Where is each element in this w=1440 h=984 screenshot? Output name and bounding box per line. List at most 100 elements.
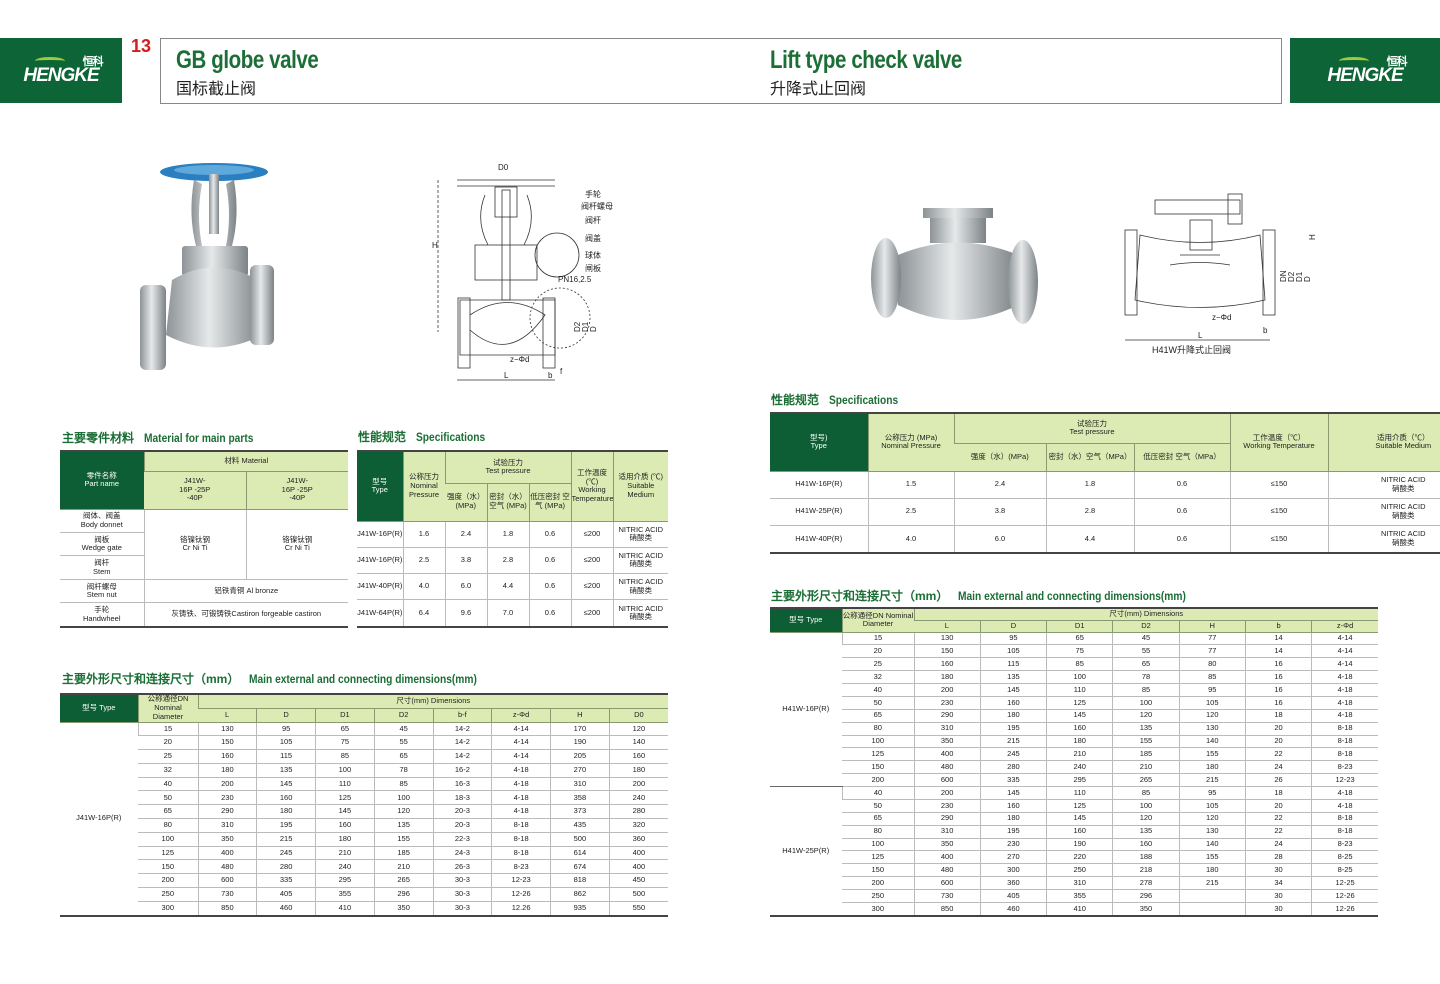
globe-valve-photo [140, 163, 274, 370]
dim-cell: 360 [979, 876, 1047, 890]
svg-text:D0: D0 [498, 163, 509, 172]
dim-cell: 400 [197, 846, 257, 861]
spec-cell: 1.8 [1045, 471, 1134, 499]
table-row: 40 200 145 110 85 16-3 4-18 310 200 [60, 777, 668, 792]
table-row: 200 600 335 295 265 215 26 12-23 [770, 773, 1378, 787]
svg-text:D1: D1 [581, 321, 590, 332]
dim-cell: 50 [842, 799, 914, 813]
title-box [160, 38, 1282, 104]
col-low-seal: 低压密封 空气 (MPa) [528, 483, 571, 522]
dim-cell: 200 [138, 873, 198, 889]
dim-cell: 16-2 [432, 763, 492, 778]
table-row: 20 150 105 75 55 77 14 4-14 [770, 644, 1378, 659]
table-row: 125 400 270 220 188 155 28 8-25 [770, 850, 1378, 865]
dim-cell: 200 [842, 773, 914, 787]
part-row: 阀杆 Stem [60, 555, 144, 580]
page-number-left: 13 [131, 36, 152, 56]
dim-cell: 310 [913, 722, 981, 736]
dim-cell: 100 [373, 790, 433, 806]
table-row: H41W-16P(R) 15 130 95 65 45 77 14 4-14 [770, 632, 1378, 787]
dim-cell: 100 [1112, 696, 1180, 710]
dim-cell: 8-18 [491, 818, 551, 833]
spec-medium: NITRIC ACID 硝酸类 [612, 547, 668, 575]
col-2: D1 [1046, 620, 1113, 633]
dim-cell: 240 [315, 859, 375, 875]
dim-cell: 77 [1178, 644, 1246, 659]
dim-cell: 8-18 [491, 832, 551, 847]
dim-cell: 8-23 [1311, 760, 1378, 775]
dim-cell: 12-23 [1311, 773, 1378, 787]
dim-cell: 130 [197, 722, 257, 737]
spec-cell: ≤150 [1229, 525, 1328, 554]
dim-cell: 4-18 [1311, 670, 1378, 684]
dim-cell: 180 [979, 709, 1047, 723]
table-row: 250 730 405 355 296 30 12-26 [770, 889, 1378, 903]
dim-cell: 188 [1112, 850, 1180, 865]
col-medium: 适用介质 (℃) Suitable Medium [612, 451, 668, 522]
dim-cell: 20 [1244, 722, 1312, 736]
dim-cell: 100 [315, 763, 375, 778]
dim-cell: 22 [1244, 812, 1312, 826]
dim-cell: 350 [913, 735, 981, 749]
table-row: 100 350 215 180 155 22-3 8-18 500 360 [60, 832, 668, 847]
dim-cell: 14-2 [432, 722, 492, 737]
svg-text:阀杆: 阀杆 [585, 215, 601, 225]
dim-cell: 460 [256, 901, 316, 917]
dim-cell: 14 [1244, 632, 1312, 646]
dim-cell: 355 [315, 887, 375, 902]
dim-cell: 115 [979, 657, 1047, 672]
dim-cell: 730 [197, 887, 257, 902]
svg-text:球体: 球体 [585, 250, 601, 260]
dim-cell: 20 [138, 735, 198, 751]
dim-cell: 155 [1178, 850, 1246, 865]
right-specs-table: 型号) Type 公称压力 (MPa) Nominal Pressure 试验压力 T… [770, 412, 1440, 554]
dim-cell: 75 [315, 735, 375, 751]
dim-cell: 30 [1244, 889, 1312, 903]
dim-cell: 135 [1112, 722, 1180, 736]
dim-cell: 30 [1244, 863, 1312, 878]
dim-cell: 15 [137, 722, 198, 737]
dim-cell: 218 [1112, 863, 1180, 878]
svg-text:DN: DN [1279, 270, 1288, 282]
dim-cell: 210 [1112, 760, 1180, 775]
dim-cell: 935 [550, 901, 610, 917]
table-row: 25 160 115 85 65 14-2 4-14 205 160 [60, 749, 668, 764]
left-dims-heading: 主要外形尺寸和连接尺寸（mm） Main external and connect… [62, 672, 478, 686]
material-cell: 铬镍钛钢 Cr Ni Ti [143, 509, 246, 580]
col-type: 型号 Type [357, 451, 403, 522]
dim-cell: 350 [197, 832, 257, 847]
spec-cell: 3.8 [953, 498, 1046, 526]
table-row: 32 180 135 100 78 16-2 4-18 270 180 [60, 763, 668, 778]
spec-cell: 6.0 [953, 525, 1046, 554]
spec-medium: NITRIC ACID 硝酸类 [612, 573, 668, 601]
spec-cell: J41W-16P(R) [357, 521, 403, 548]
dim-cell: 180 [1046, 735, 1113, 749]
dim-cell: 300 [842, 902, 914, 917]
dim-cell: 135 [979, 670, 1047, 684]
col-4: H [1178, 620, 1246, 633]
table-row: 300 850 460 410 350 30 12-26 [770, 902, 1378, 917]
spec-row: J41W-16P(R) 2.5 3.8 2.8 0.6 ≤200 NITRIC ACID 硝酸… [357, 547, 668, 575]
dim-cell: 80 [842, 722, 914, 736]
dim-cell: 110 [1046, 786, 1113, 800]
dim-cell: 125 [842, 747, 914, 762]
dim-cell: 100 [842, 735, 914, 749]
spec-cell: H41W-40P(R) [770, 525, 868, 554]
col-2: D1 [315, 708, 375, 723]
dim-cell: 110 [1046, 683, 1113, 697]
dim-cell [1178, 902, 1246, 917]
dim-cell: 4-18 [491, 763, 551, 778]
dim-cell: 296 [373, 887, 433, 902]
table-row: 100 350 215 180 155 140 20 8-18 [770, 735, 1378, 749]
spec-medium: NITRIC ACID 硝酸类 [1327, 525, 1440, 554]
spec-medium: NITRIC ACID 硝酸类 [612, 521, 668, 548]
spec-cell: 6.0 [444, 573, 487, 601]
dim-cell: 100 [1046, 670, 1113, 684]
spec-cell: 7.0 [486, 599, 529, 628]
dim-cell: 320 [608, 818, 668, 833]
svg-text:L: L [1198, 331, 1203, 340]
right-specs-heading: 性能规范 Specifications [771, 393, 899, 407]
dim-cell: 310 [197, 818, 257, 833]
col-seal: 密封（水）空气 (MPa) [486, 483, 529, 522]
dim-cell: 215 [1178, 876, 1246, 890]
